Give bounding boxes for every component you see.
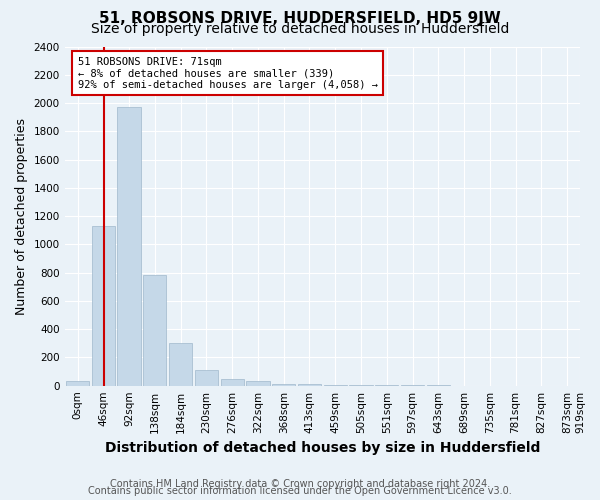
Bar [298,384,321,386]
Bar [169,344,192,386]
Bar [221,378,244,386]
Bar [143,276,166,386]
Text: Contains public sector information licensed under the Open Government Licence v3: Contains public sector information licen… [88,486,512,496]
Text: 51 ROBSONS DRIVE: 71sqm
← 8% of detached houses are smaller (339)
92% of semi-de: 51 ROBSONS DRIVE: 71sqm ← 8% of detached… [77,56,377,90]
Bar [92,226,115,386]
Bar [118,108,140,386]
Bar [272,384,295,386]
Text: Size of property relative to detached houses in Huddersfield: Size of property relative to detached ho… [91,22,509,36]
X-axis label: Distribution of detached houses by size in Huddersfield: Distribution of detached houses by size … [104,441,540,455]
Bar [349,385,373,386]
Bar [247,382,269,386]
Bar [195,370,218,386]
Bar [323,384,347,386]
Text: Contains HM Land Registry data © Crown copyright and database right 2024.: Contains HM Land Registry data © Crown c… [110,479,490,489]
Bar [66,382,89,386]
Text: 51, ROBSONS DRIVE, HUDDERSFIELD, HD5 9JW: 51, ROBSONS DRIVE, HUDDERSFIELD, HD5 9JW [99,11,501,26]
Y-axis label: Number of detached properties: Number of detached properties [15,118,28,314]
